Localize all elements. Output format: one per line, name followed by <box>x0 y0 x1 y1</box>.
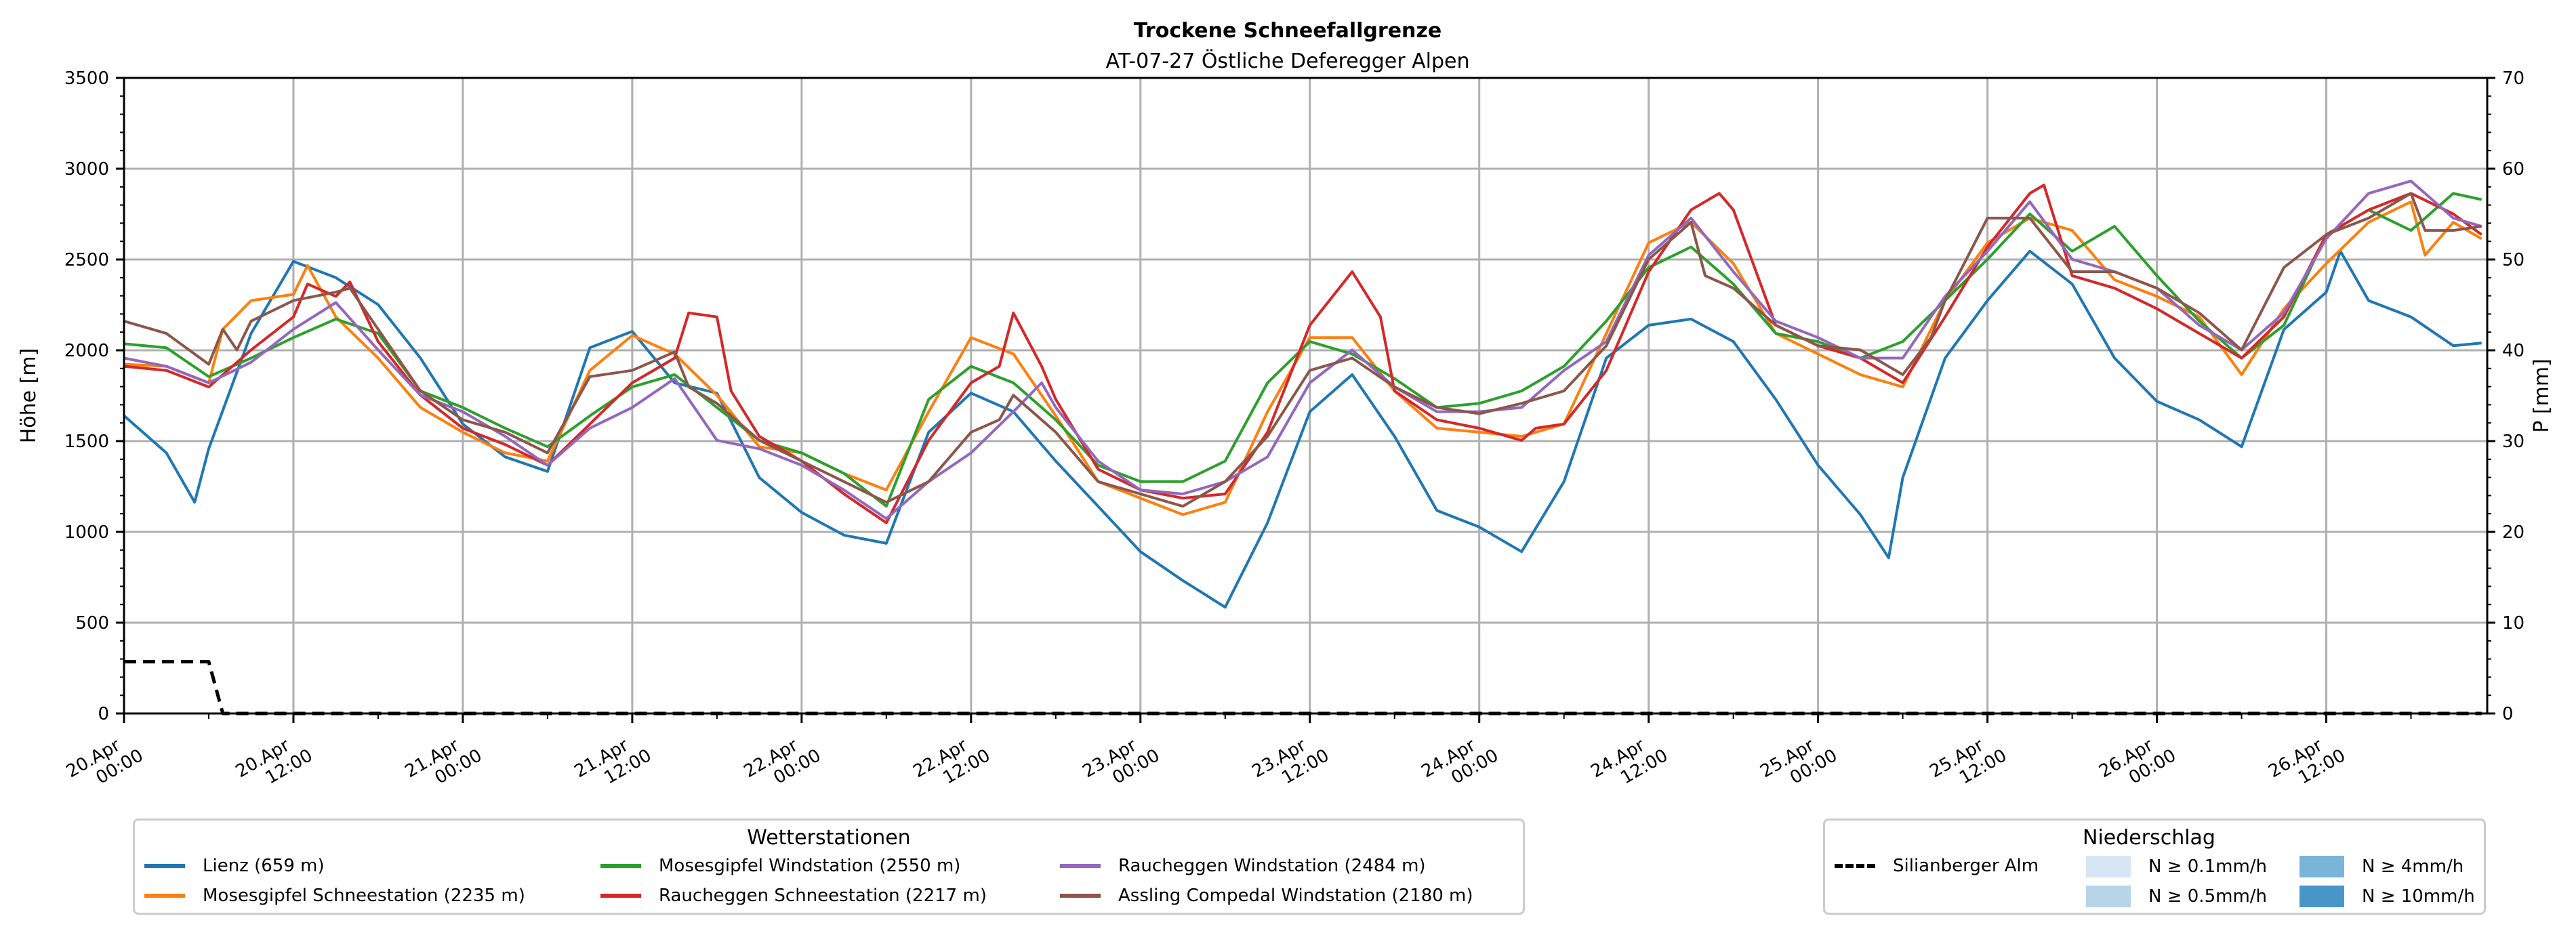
chart-title: Trockene Schneefallgrenze <box>1134 19 1442 43</box>
legend-label: Lienz (659 m) <box>203 856 325 876</box>
legend-item-raucheggen-schnee: Raucheggen Schneestation (2217 m) <box>600 886 987 906</box>
y-tick-label: 1000 <box>64 522 109 543</box>
y2-tick-label: 10 <box>2502 613 2524 634</box>
legend-precipitation: Niederschlag Silianberger Alm N ≥ 0.1mm/… <box>1823 818 2486 915</box>
legend-color-swatch <box>2086 886 2131 907</box>
y2-tick-label: 20 <box>2502 522 2524 543</box>
legend-item-silianberger: Silianberger Alm <box>1835 856 2039 876</box>
legend-item-lienz: Lienz (659 m) <box>144 856 325 876</box>
gridlines <box>123 77 2487 715</box>
legend-item-mosesgipfel-wind: Mosesgipfel Windstation (2550 m) <box>600 856 960 876</box>
y-tick-label: 3500 <box>64 68 109 89</box>
legend-line-swatch <box>600 894 641 898</box>
legend-line-swatch <box>144 864 185 868</box>
y2-tick-label: 60 <box>2502 159 2524 180</box>
legend-label: Mosesgipfel Windstation (2550 m) <box>659 856 961 876</box>
legend-item-n05: N ≥ 0.5mm/h <box>2086 886 2267 907</box>
series-line-4 <box>123 180 2482 520</box>
y2-tick-label: 50 <box>2502 250 2524 270</box>
legend-label: Assling Compedal Windstation (2180 m) <box>1118 886 1473 906</box>
y-axis-right: 0 10 20 30 40 50 60 70 <box>2487 68 2524 724</box>
y2-tick-label: 70 <box>2502 68 2524 89</box>
legend-line-swatch <box>144 894 185 898</box>
y-tick-label: 1500 <box>64 432 109 452</box>
y-tick-label: 3000 <box>64 159 109 180</box>
y-tick-label: 2500 <box>64 250 109 270</box>
legend-label: N ≥ 0.1mm/h <box>2148 856 2268 877</box>
y-tick-label: 500 <box>75 613 109 634</box>
y-axis-label: Höhe [m] <box>17 348 41 444</box>
legend-line-swatch <box>1060 864 1101 868</box>
legend-label: Silianberger Alm <box>1893 856 2039 876</box>
legend-line-swatch <box>600 864 641 868</box>
series-line-2 <box>123 192 2482 508</box>
legend-label: Mosesgipfel Schneestation (2235 m) <box>203 886 525 906</box>
legend-color-swatch <box>2086 856 2131 877</box>
series-line-3 <box>123 184 2482 524</box>
y2-axis-label: P [mm] <box>2530 358 2554 432</box>
series-line-5 <box>123 192 2482 508</box>
legend-item-n10: N ≥ 10mm/h <box>2299 886 2475 907</box>
legend-item-assling: Assling Compedal Windstation (2180 m) <box>1060 886 1473 906</box>
legend-precip-title: Niederschlag <box>2083 826 2215 850</box>
series-line-1 <box>123 200 2482 516</box>
legend-label: N ≥ 10mm/h <box>2362 886 2475 907</box>
legend-item-raucheggen-wind: Raucheggen Windstation (2484 m) <box>1060 856 1426 876</box>
y2-tick-label: 40 <box>2502 341 2524 361</box>
legend-stations-title: Wetterstationen <box>747 826 911 850</box>
legend-color-swatch <box>2299 856 2344 877</box>
y-axis-left: 0 500 1000 1500 2000 2500 3000 3500 <box>64 68 124 724</box>
legend-line-swatch <box>1060 894 1101 898</box>
y-tick-label: 0 <box>98 704 109 724</box>
legend-color-swatch <box>2299 886 2344 907</box>
series-lines <box>123 180 2482 716</box>
y2-tick-label: 30 <box>2502 432 2524 452</box>
legend-dash-swatch <box>1835 864 1875 868</box>
legend-label: N ≥ 0.5mm/h <box>2148 886 2268 907</box>
legend-label: Raucheggen Windstation (2484 m) <box>1118 856 1426 876</box>
series-line-0 <box>123 249 2482 609</box>
series-line-6 <box>124 660 2482 716</box>
legend-item-mosesgipfel-schnee: Mosesgipfel Schneestation (2235 m) <box>144 886 525 906</box>
legend-label: N ≥ 4mm/h <box>2362 856 2464 877</box>
plot-frame <box>123 77 2489 715</box>
legend-item-n4: N ≥ 4mm/h <box>2299 856 2463 877</box>
legend-stations: Wetterstationen Lienz (659 m) Mosesgipfe… <box>133 818 1525 915</box>
legend-label: Raucheggen Schneestation (2217 m) <box>659 886 987 906</box>
chart-subtitle: AT-07-27 Östliche Deferegger Alpen <box>1106 49 1470 73</box>
legend-item-n01: N ≥ 0.1mm/h <box>2086 856 2267 877</box>
y2-tick-label: 0 <box>2502 704 2514 724</box>
y-tick-label: 2000 <box>64 341 109 361</box>
